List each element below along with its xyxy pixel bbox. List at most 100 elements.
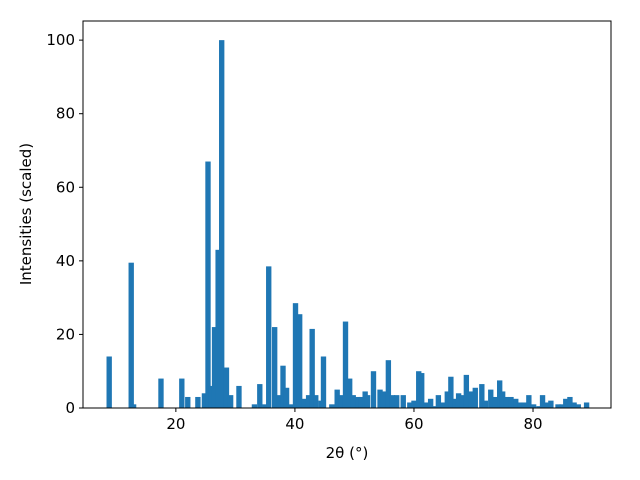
x-tick-label: 20 bbox=[166, 415, 185, 433]
y-tick-label: 60 bbox=[56, 178, 75, 196]
bar bbox=[479, 384, 485, 408]
bar bbox=[329, 404, 335, 408]
bar bbox=[432, 406, 438, 408]
bar bbox=[526, 395, 532, 408]
bar bbox=[283, 387, 290, 408]
bar bbox=[223, 367, 230, 408]
bar bbox=[555, 404, 561, 408]
bar bbox=[423, 402, 429, 408]
bar bbox=[201, 393, 208, 408]
bar bbox=[342, 321, 349, 408]
bar bbox=[463, 374, 470, 408]
bar bbox=[499, 391, 506, 408]
bar bbox=[385, 360, 392, 408]
bar bbox=[292, 303, 299, 408]
bar bbox=[215, 249, 221, 408]
bar bbox=[513, 398, 519, 408]
bar bbox=[262, 404, 268, 408]
bar bbox=[158, 378, 164, 408]
x-tick-label: 40 bbox=[285, 415, 304, 433]
bar bbox=[305, 395, 312, 408]
bar bbox=[444, 391, 450, 408]
bar bbox=[435, 395, 442, 408]
bar bbox=[503, 396, 509, 408]
bar bbox=[296, 314, 303, 408]
bar bbox=[347, 378, 353, 408]
bar bbox=[548, 400, 554, 408]
bar bbox=[355, 396, 361, 408]
bar bbox=[219, 40, 225, 409]
bar bbox=[389, 395, 396, 408]
bar bbox=[492, 396, 498, 408]
bar bbox=[227, 395, 234, 408]
bar bbox=[583, 402, 590, 408]
bar bbox=[539, 395, 546, 408]
bar bbox=[380, 391, 387, 408]
bar bbox=[530, 404, 537, 408]
bar bbox=[440, 402, 446, 408]
bar bbox=[455, 393, 462, 408]
bar bbox=[400, 395, 406, 408]
bar bbox=[488, 389, 494, 408]
bar bbox=[427, 398, 434, 408]
bar bbox=[320, 356, 327, 408]
bar bbox=[313, 395, 319, 408]
bar bbox=[448, 376, 454, 408]
bar bbox=[280, 365, 286, 408]
bar bbox=[301, 398, 307, 408]
bar bbox=[338, 395, 344, 408]
x-tick-label: 80 bbox=[523, 415, 542, 433]
x-axis-label: 2θ (°) bbox=[326, 444, 369, 462]
bar bbox=[370, 371, 377, 408]
bar bbox=[567, 396, 573, 408]
bar bbox=[251, 404, 258, 408]
bar bbox=[468, 391, 474, 408]
bar bbox=[472, 387, 478, 408]
bar bbox=[563, 398, 569, 408]
x-tick-label: 60 bbox=[404, 415, 423, 433]
bar bbox=[195, 396, 201, 408]
bar bbox=[416, 371, 422, 408]
bar bbox=[334, 389, 340, 408]
bar bbox=[276, 395, 283, 408]
bar bbox=[419, 373, 425, 408]
bar bbox=[128, 262, 134, 408]
bar bbox=[536, 406, 542, 408]
bar bbox=[497, 380, 503, 408]
bar bbox=[407, 402, 413, 408]
bar bbox=[521, 402, 527, 408]
bar bbox=[205, 161, 211, 408]
bar bbox=[358, 396, 365, 408]
bar bbox=[394, 395, 400, 408]
bar bbox=[185, 396, 191, 408]
y-tick-label: 0 bbox=[65, 399, 75, 417]
bar bbox=[179, 378, 185, 408]
bar bbox=[288, 404, 294, 408]
bar bbox=[544, 402, 550, 408]
bar bbox=[309, 328, 315, 408]
bar bbox=[452, 398, 458, 408]
bar bbox=[106, 356, 112, 408]
bar bbox=[377, 389, 383, 408]
bar bbox=[211, 327, 218, 408]
y-tick-label: 100 bbox=[46, 31, 75, 49]
bar bbox=[208, 385, 215, 408]
y-tick-label: 80 bbox=[56, 105, 75, 123]
axes-frame bbox=[82, 20, 612, 409]
bar bbox=[459, 395, 465, 408]
bar bbox=[575, 404, 581, 408]
bar bbox=[271, 327, 278, 408]
bar bbox=[130, 404, 137, 408]
bar bbox=[364, 395, 371, 408]
bar bbox=[571, 402, 577, 408]
bar bbox=[236, 385, 242, 408]
bar bbox=[257, 384, 263, 408]
plot-area bbox=[106, 40, 590, 409]
bar bbox=[266, 266, 272, 408]
y-tick-label: 20 bbox=[56, 325, 75, 343]
bar bbox=[517, 402, 523, 408]
y-tick-label: 40 bbox=[56, 252, 75, 270]
bar bbox=[482, 400, 489, 408]
bar bbox=[559, 404, 565, 408]
